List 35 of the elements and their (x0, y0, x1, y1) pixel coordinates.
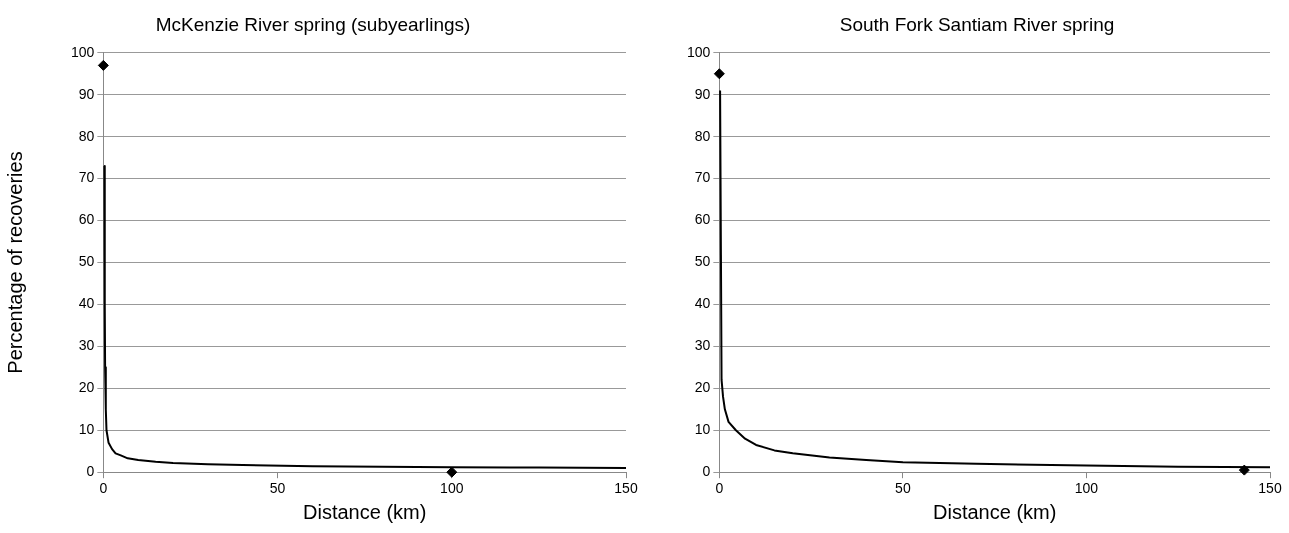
x-axis-title: Distance (km) (303, 500, 427, 523)
y-tick-label: 40 (694, 295, 711, 312)
y-tick-label: 0 (702, 463, 711, 480)
y-tick-label: 30 (694, 337, 711, 354)
y-tick-label: 60 (78, 211, 95, 228)
x-tick-label: 150 (614, 480, 638, 497)
x-tick-label: 50 (895, 480, 911, 497)
y-tick-label: 90 (694, 85, 711, 102)
x-tick-label: 150 (1258, 480, 1282, 497)
y-tick-label: 0 (86, 463, 95, 480)
y-tick-label: 20 (694, 379, 711, 396)
y-tick-label: 90 (78, 85, 95, 102)
y-tick-label: 80 (78, 127, 95, 144)
y-tick-label: 100 (71, 43, 95, 60)
chart-title: South Fork Santiam River spring (839, 13, 1115, 35)
x-tick-label: 50 (269, 480, 286, 497)
x-tick-label: 100 (440, 480, 464, 497)
y-tick-label: 60 (694, 211, 711, 228)
y-tick-label: 10 (78, 421, 95, 438)
y-tick-label: 70 (694, 169, 711, 186)
y-tick-label: 70 (78, 169, 95, 186)
y-tick-label: 80 (694, 127, 711, 144)
x-tick-label: 100 (1074, 480, 1099, 497)
x-tick-label: 0 (715, 480, 724, 497)
y-tick-label: 20 (78, 379, 95, 396)
x-axis-title: Distance (km) (933, 500, 1057, 523)
x-tick-label: 0 (99, 480, 108, 497)
y-tick-label: 40 (78, 295, 95, 312)
chart-title: McKenzie River spring (subyearlings) (155, 13, 471, 35)
y-tick-label: 50 (78, 253, 95, 270)
y-tick-label: 10 (694, 421, 711, 438)
y-tick-label: 30 (78, 337, 95, 354)
y-axis-title: Percentage of recoveries (3, 151, 26, 374)
y-tick-label: 100 (687, 43, 711, 60)
y-tick-label: 50 (694, 253, 711, 270)
